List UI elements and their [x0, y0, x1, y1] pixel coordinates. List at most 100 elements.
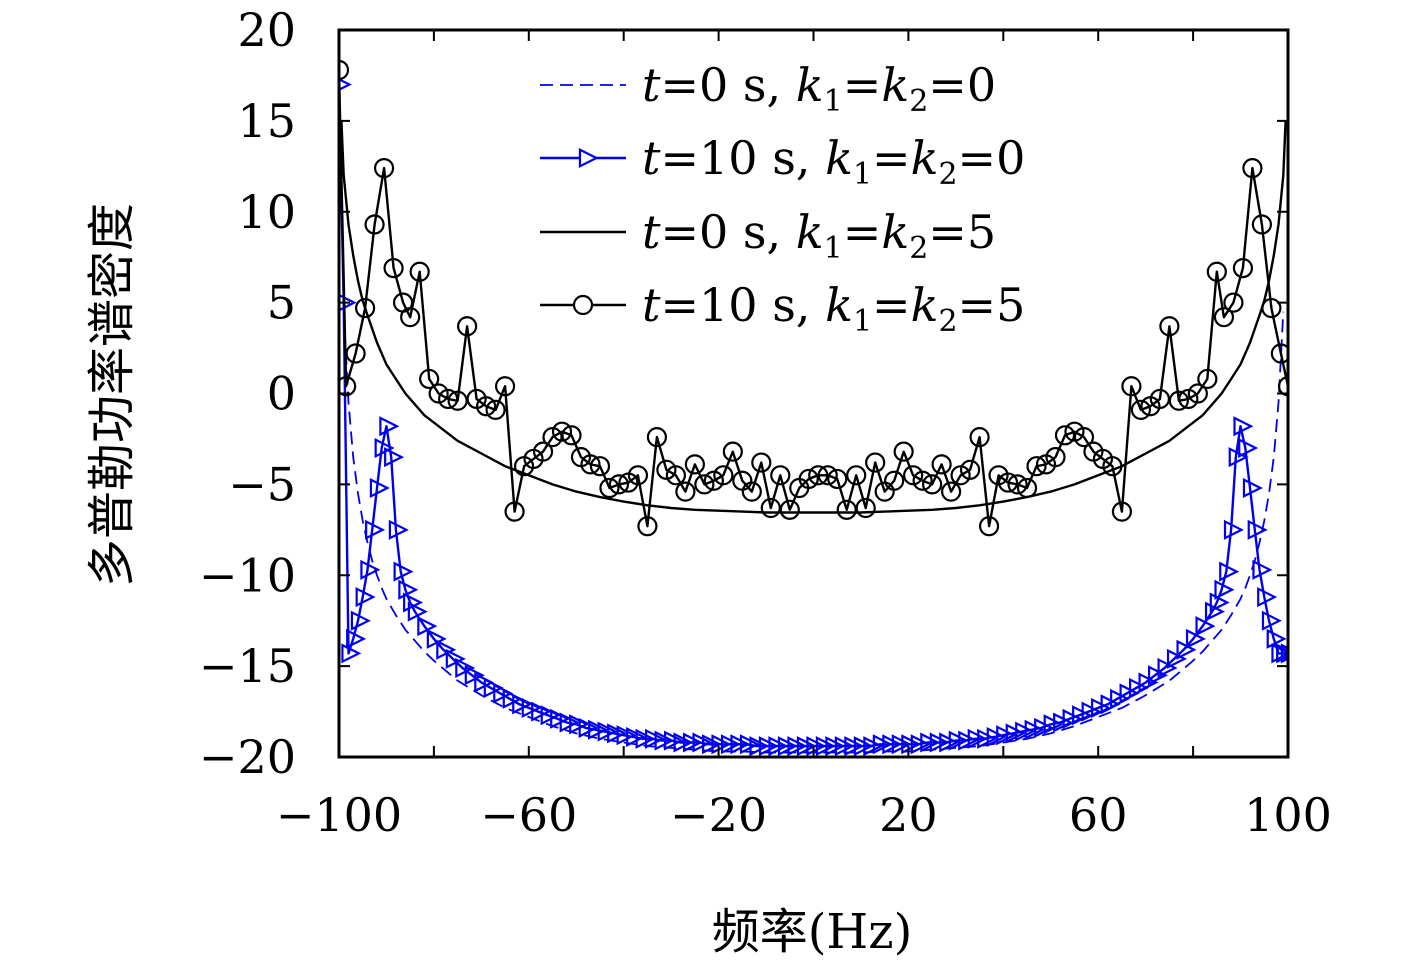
- legend-label-part: k: [911, 131, 939, 185]
- y-tick-label: 5: [267, 276, 296, 330]
- legend-label-part: 2: [938, 304, 957, 339]
- legend-item: t=0 s, k1=k2=5: [540, 205, 996, 266]
- data-point: [739, 734, 760, 755]
- y-axis-title: 多普勒功率谱密度: [84, 203, 140, 587]
- y-tick-label: 20: [237, 3, 296, 57]
- data-point: [1176, 639, 1197, 660]
- data-point: [1045, 447, 1066, 468]
- series-line-3: [340, 120, 1287, 514]
- data-point: [1005, 723, 1026, 744]
- legend-label-part: 2: [909, 231, 928, 266]
- tick-layer: [338, 29, 1289, 758]
- data-point: [345, 343, 366, 364]
- data-point: [817, 465, 838, 486]
- data-point: [1121, 376, 1142, 397]
- data-point: [929, 732, 950, 753]
- data-point: [398, 579, 419, 600]
- x-tick-label: −60: [480, 788, 577, 842]
- data-point: [1277, 376, 1288, 397]
- data-point: [1223, 292, 1244, 313]
- data-point: [663, 730, 685, 751]
- data-point: [339, 293, 357, 312]
- data-point: [1261, 610, 1282, 631]
- data-point: [627, 465, 649, 486]
- legend-label-part: =10 s,: [661, 131, 826, 185]
- data-point: [637, 516, 658, 537]
- data-point: [645, 728, 666, 749]
- data-point: [1062, 708, 1083, 729]
- data-point: [1130, 399, 1152, 420]
- data-point: [447, 390, 468, 411]
- x-tick-label: 60: [1069, 788, 1128, 842]
- data-point: [1091, 697, 1112, 718]
- data-point: [1026, 456, 1047, 477]
- data-point: [806, 736, 827, 757]
- data-point: [1213, 307, 1235, 328]
- data-point: [720, 734, 741, 755]
- data-point: [884, 470, 905, 491]
- data-point: [1261, 297, 1282, 319]
- data-point: [1157, 657, 1178, 678]
- data-point: [834, 736, 855, 757]
- legend-label-part: t: [642, 205, 661, 259]
- data-point: [1232, 257, 1254, 279]
- legend-label-part: =: [843, 58, 882, 112]
- data-point: [959, 459, 981, 480]
- data-point: [1110, 688, 1131, 709]
- data-point: [815, 736, 836, 757]
- data-point: [1251, 214, 1273, 235]
- data-point: [1129, 677, 1150, 698]
- data-point: [355, 587, 376, 608]
- data-point: [751, 452, 772, 473]
- data-point: [542, 427, 563, 448]
- legend-label-part: =0 s,: [661, 58, 796, 112]
- data-point: [339, 59, 350, 81]
- data-point: [393, 561, 414, 582]
- data-point: [978, 516, 1000, 537]
- y-tick-label: −20: [199, 730, 296, 784]
- data-point: [777, 736, 798, 757]
- data-point: [597, 721, 618, 742]
- data-point: [798, 468, 819, 490]
- data-point: [758, 736, 779, 757]
- legend-label-part: 1: [853, 304, 872, 339]
- data-point: [483, 677, 504, 698]
- legend-label-part: =5: [928, 205, 996, 259]
- data-point: [551, 421, 573, 442]
- data-point: [948, 730, 969, 751]
- y-tick-label: −10: [199, 548, 296, 602]
- data-point: [684, 454, 705, 475]
- data-point: [1197, 368, 1218, 390]
- legend-label-part: 2: [938, 157, 957, 192]
- data-point: [1214, 579, 1235, 600]
- data-point: [863, 736, 884, 757]
- data-point: [1166, 648, 1188, 669]
- data-point: [1206, 261, 1227, 282]
- legend-label-part: t: [642, 131, 661, 185]
- data-point: [1007, 474, 1028, 495]
- data-point: [1219, 561, 1240, 582]
- data-point: [428, 383, 449, 404]
- y-tick-label: −15: [199, 639, 296, 693]
- legend-label-part: 1: [824, 84, 843, 119]
- data-point: [474, 672, 495, 693]
- data-point: [1185, 628, 1207, 649]
- x-tick-label: −100: [276, 788, 402, 842]
- data-point: [665, 465, 686, 486]
- data-point: [494, 376, 516, 397]
- data-point: [701, 734, 723, 755]
- data-point: [369, 477, 390, 499]
- data-point: [1015, 721, 1036, 742]
- data-point: [607, 723, 628, 744]
- x-axis-title: 频率(Hz): [712, 904, 913, 960]
- data-point: [1100, 694, 1121, 715]
- legend-label-part: =0 s,: [661, 205, 796, 259]
- data-point: [341, 643, 362, 664]
- data-point: [1024, 719, 1045, 740]
- data-point: [1242, 158, 1263, 179]
- data-point: [1073, 427, 1095, 448]
- data-point: [846, 465, 867, 486]
- data-point: [1168, 390, 1189, 411]
- data-point: [1276, 643, 1288, 664]
